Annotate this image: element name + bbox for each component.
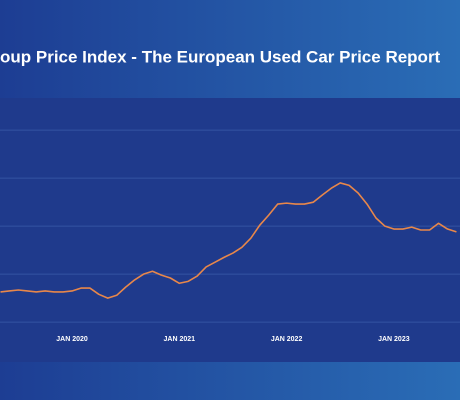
x-tick-label: JAN 2022 <box>271 336 303 343</box>
plot-area <box>0 98 460 362</box>
line-series <box>0 182 457 299</box>
chart-title: oup Price Index - The European Used Car … <box>0 47 441 66</box>
x-tick-label: JAN 2021 <box>164 336 196 343</box>
x-tick-label: JAN 2023 <box>378 336 410 343</box>
x-tick-label: JAN 2020 <box>56 336 88 343</box>
